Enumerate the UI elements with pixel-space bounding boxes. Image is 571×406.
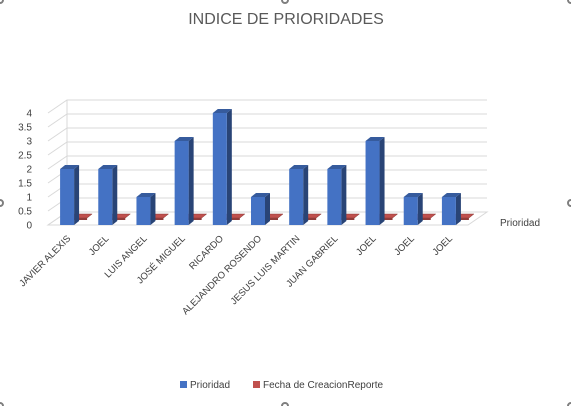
bar-prioridad[interactable] (60, 165, 80, 225)
bar-side (188, 137, 194, 225)
bar-side (303, 165, 309, 225)
bar-front (98, 169, 113, 225)
legend-swatch (180, 381, 187, 388)
x-tick-label: JESUS LUIS MARTIN (229, 233, 303, 307)
bar-front (365, 141, 380, 225)
legend-swatch (253, 381, 260, 388)
legend-label[interactable]: Prioridad (190, 380, 230, 391)
bar-prioridad[interactable] (174, 137, 194, 225)
y-tick-label: 0 (26, 221, 32, 232)
bar-side (379, 137, 385, 225)
bar-prioridad[interactable] (327, 165, 347, 225)
bar-front (174, 141, 189, 225)
y-tick-label: 1 (26, 193, 32, 204)
resize-handle-top-right[interactable] (567, 0, 571, 4)
bar-front (403, 197, 418, 225)
bar-prioridad[interactable] (251, 193, 270, 225)
y-tick-label: 3 (26, 137, 32, 148)
bar-front (251, 197, 265, 225)
gridline (47, 99, 487, 114)
chart-title: INDICE DE PRIORIDADES (188, 11, 384, 28)
bar-prioridad[interactable] (212, 109, 232, 225)
bar-prioridad[interactable] (365, 137, 385, 225)
bar-prioridad[interactable] (289, 165, 309, 225)
x-tick-label: JAVIER ALEXIS (17, 233, 73, 289)
bar-top (327, 165, 347, 169)
bar-front (289, 169, 304, 225)
x-tick-label: RICARDO (187, 233, 226, 272)
bar-front (212, 113, 227, 225)
bar-top (289, 165, 309, 169)
bar-side (265, 193, 270, 225)
bar-prioridad[interactable] (403, 193, 423, 225)
y-tick-label: 2.5 (18, 151, 32, 162)
resize-handle-top-center[interactable] (281, 0, 289, 4)
y-tick-label: 4 (26, 109, 32, 120)
legend-label[interactable]: Fecha de CreacionReporte (263, 380, 384, 391)
bar-side (226, 109, 232, 225)
bar-front (441, 197, 456, 225)
resize-handle-middle-right[interactable] (567, 199, 571, 207)
bar-side (455, 193, 461, 225)
bar-side (112, 165, 118, 225)
bar-top (251, 193, 270, 197)
bar-top (98, 165, 118, 169)
bar-top (403, 193, 423, 197)
bar-side (150, 193, 156, 225)
gridline (47, 113, 487, 128)
x-tick-label: JOEL (354, 233, 379, 258)
bar-side (341, 165, 347, 225)
x-tick-label: JOEL (87, 233, 112, 258)
bar-top (136, 193, 156, 197)
depth-axis-label: Prioridad (500, 218, 540, 229)
bar-front (136, 197, 151, 225)
bars (60, 109, 475, 225)
gridline (47, 141, 487, 156)
bar-front (327, 169, 342, 225)
bar-side (74, 165, 80, 225)
bar-front (60, 169, 75, 225)
bar-side (417, 193, 423, 225)
bar-top (365, 137, 385, 141)
bar-top (441, 193, 461, 197)
resize-handle-bottom-center[interactable] (281, 402, 289, 406)
resize-handle-bottom-right[interactable] (567, 402, 571, 406)
resize-handle-middle-left[interactable] (0, 199, 4, 207)
resize-handle-bottom-left[interactable] (0, 402, 4, 406)
bar-prioridad[interactable] (441, 193, 461, 225)
y-tick-label: 1.5 (18, 179, 32, 190)
x-tick-label: JOEL (392, 233, 417, 258)
y-tick-label: 2 (26, 165, 32, 176)
bar-prioridad[interactable] (98, 165, 118, 225)
y-tick-label: 3.5 (18, 123, 32, 134)
bar-top (174, 137, 194, 141)
legend: Prioridad Fecha de CreacionReporte (180, 380, 384, 391)
bar-top (60, 165, 80, 169)
x-tick-label: JOEL (430, 233, 455, 258)
resize-handle-top-left[interactable] (0, 0, 4, 4)
bar-prioridad[interactable] (136, 193, 156, 225)
y-tick-label: 0.5 (18, 207, 32, 218)
bar-top (212, 109, 232, 113)
gridline (47, 127, 487, 142)
